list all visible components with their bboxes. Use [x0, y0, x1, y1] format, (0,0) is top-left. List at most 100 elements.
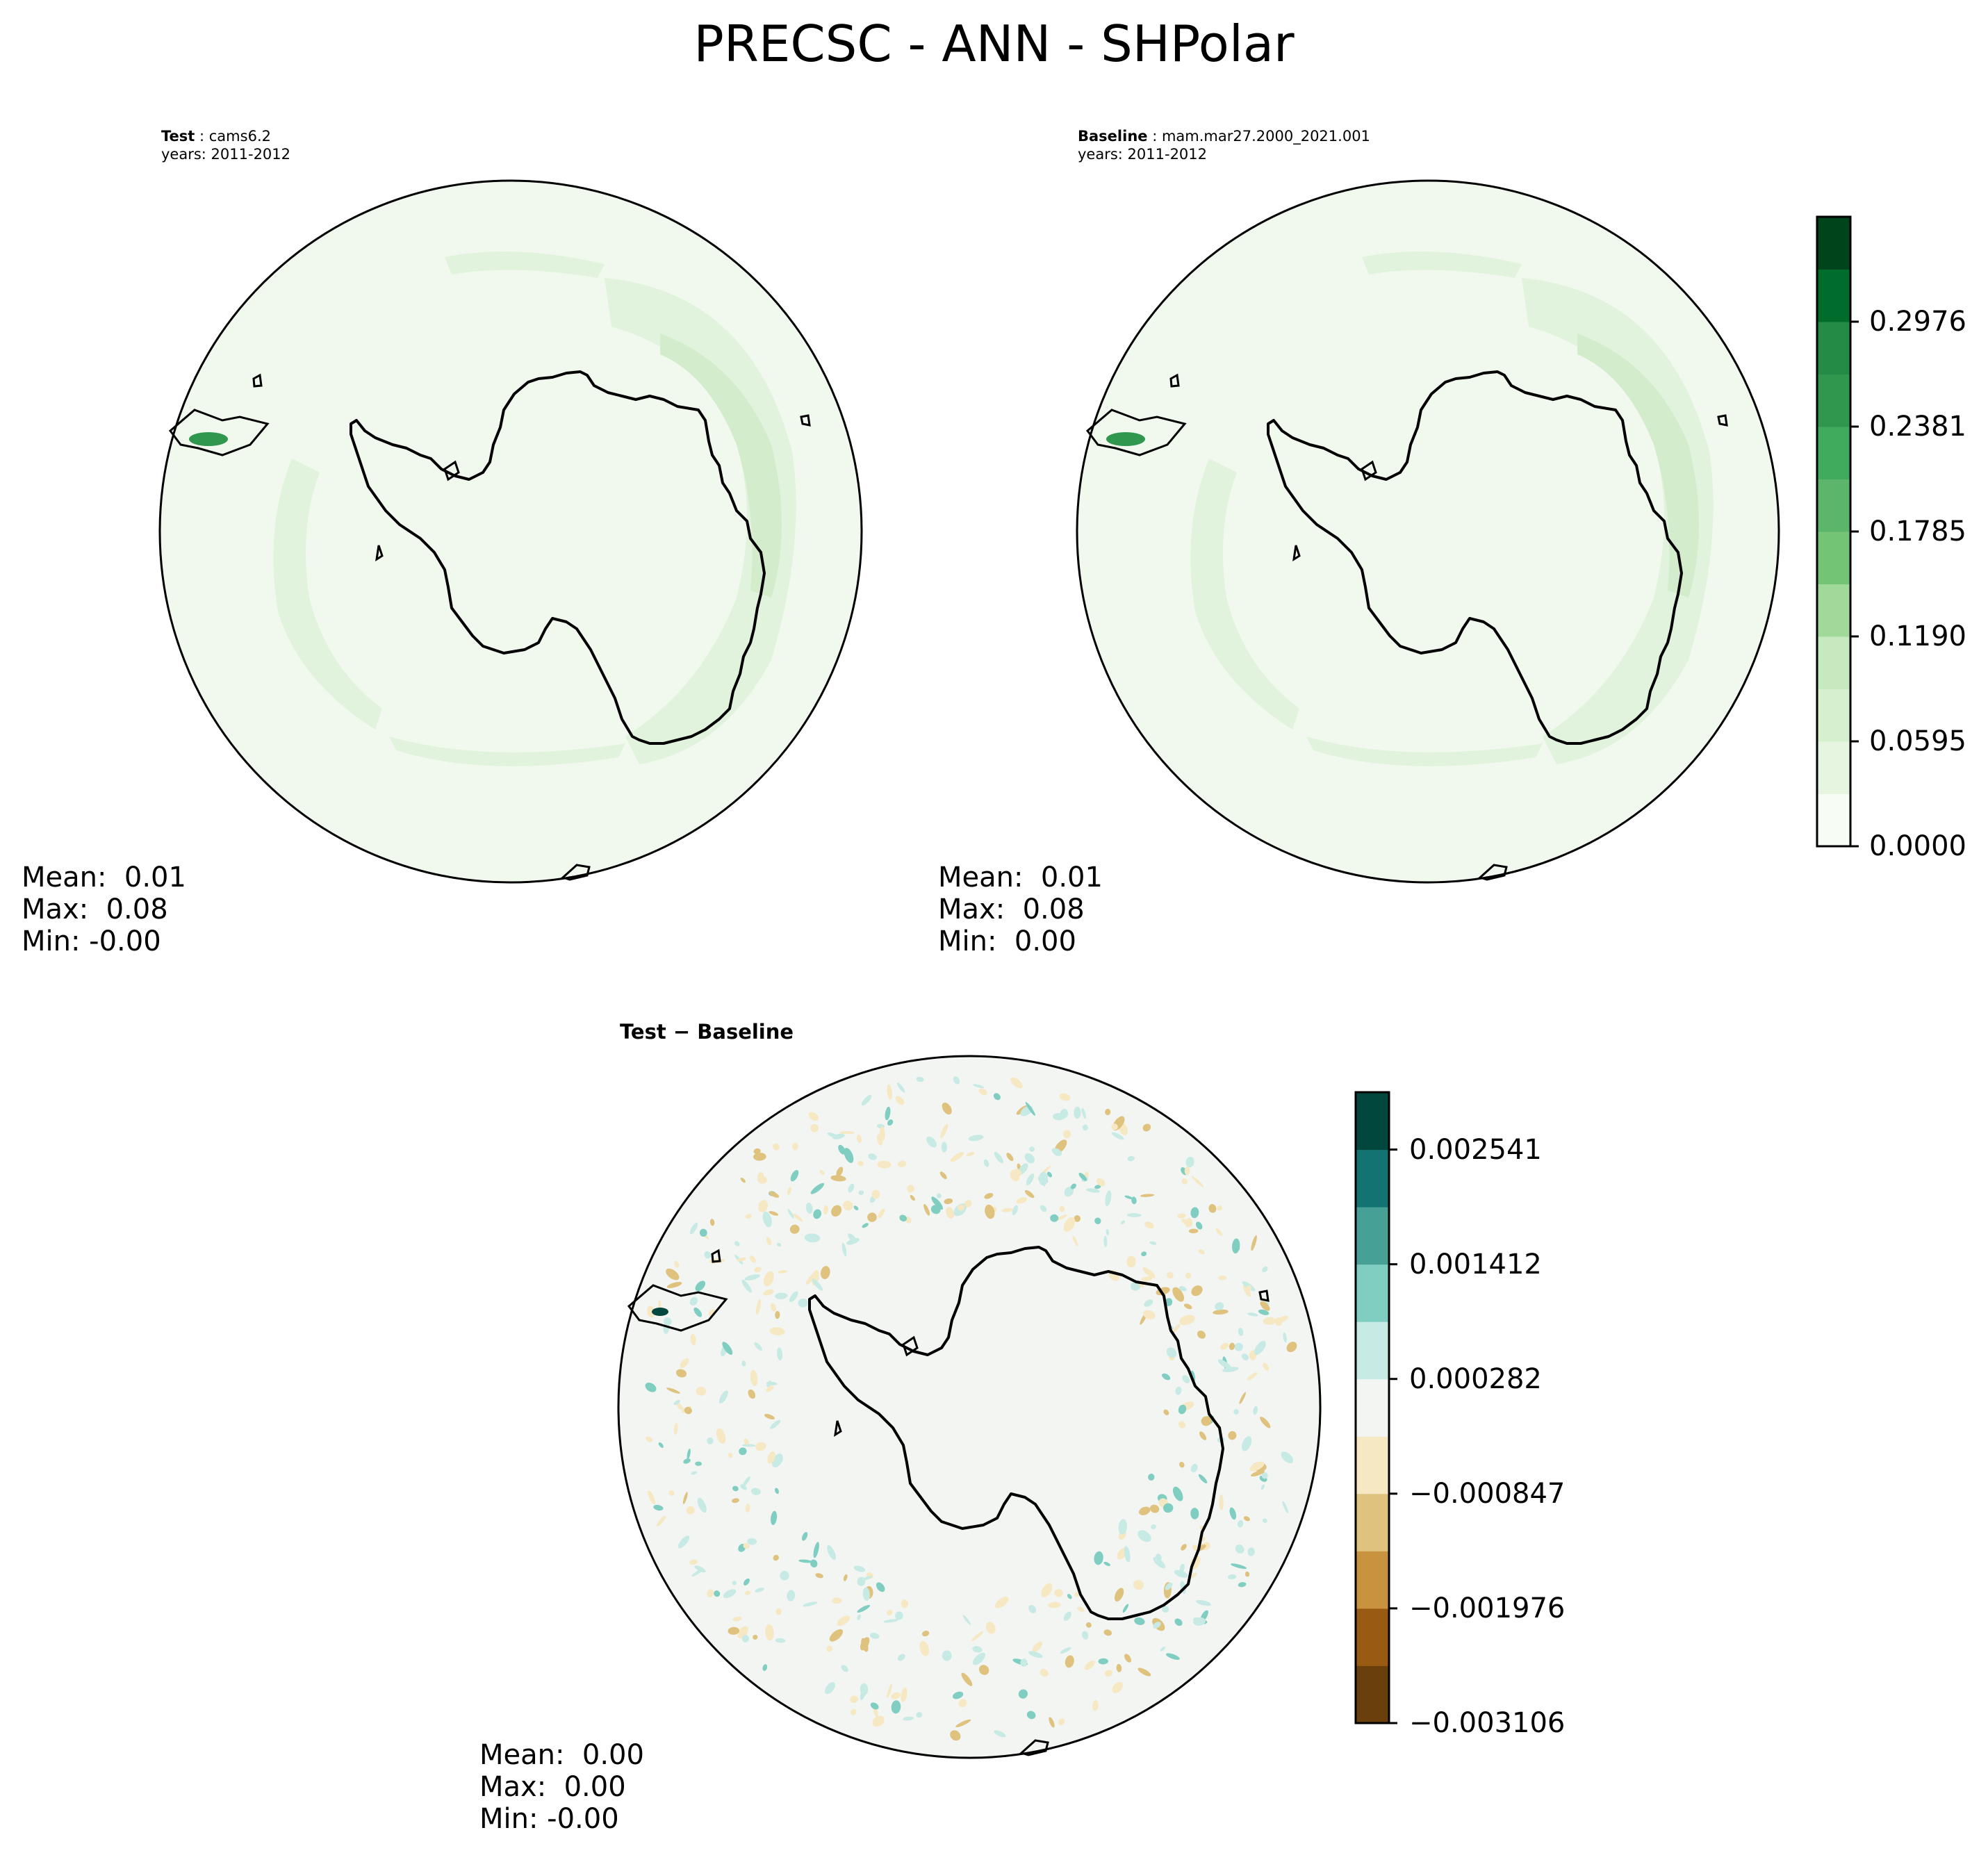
diff-speckle — [1198, 1249, 1206, 1255]
test-years: years: 2011-2012 — [161, 146, 291, 163]
diff-speckle — [826, 1645, 833, 1652]
diff-speckle — [810, 1123, 819, 1133]
colorbar-diff-segment — [1356, 1493, 1389, 1551]
test-map-island-east — [800, 414, 811, 427]
diff-speckle — [787, 1590, 796, 1601]
diff-speckle — [647, 1306, 655, 1318]
diff-speckle — [1103, 1629, 1112, 1636]
diff-speckle — [682, 1492, 688, 1504]
diff-speckle — [775, 1292, 788, 1300]
diff-speckle — [832, 1597, 842, 1604]
colorbar-main-segment — [1817, 793, 1850, 847]
diff-speckle — [887, 1683, 892, 1699]
diff-speckle — [771, 1510, 778, 1525]
baseline-map-south-america — [1085, 409, 1187, 456]
baseline-map-band-west — [1190, 459, 1299, 730]
colorbar-diff-tick-label: 0.002541 — [1409, 1133, 1542, 1166]
diff-speckle — [1229, 1342, 1235, 1351]
diff-speckle — [1054, 1589, 1063, 1597]
diff-speckle — [1149, 1504, 1160, 1513]
colorbar-diff-tick-label: −0.001976 — [1409, 1592, 1566, 1624]
colorbar-diff-segment — [1356, 1264, 1389, 1322]
diff-speckle — [1105, 1190, 1112, 1207]
diff-speckle — [732, 1581, 737, 1586]
diff-speckle — [831, 1205, 842, 1217]
diff-speckle — [1112, 1681, 1124, 1693]
diff-speckle — [764, 1414, 775, 1419]
diff-speckle — [1178, 1286, 1187, 1292]
diff-speckle — [942, 1102, 952, 1115]
diff-speckle — [687, 1449, 691, 1460]
diff-speckle — [1072, 1235, 1078, 1246]
diff-speckle — [1188, 1228, 1199, 1234]
colorbar-main-segment — [1817, 322, 1850, 374]
diff-speckle — [962, 1615, 971, 1625]
diff-speckle — [1001, 1208, 1014, 1212]
diff-speckle — [1124, 1654, 1131, 1663]
diff-speckle — [1124, 1546, 1131, 1563]
diff-speckle — [813, 1209, 821, 1219]
diff-speckle — [895, 1096, 905, 1105]
diff-speckle — [899, 1214, 907, 1222]
diff-speckle — [1245, 1285, 1251, 1293]
diff-speckle — [1197, 1331, 1206, 1339]
diff-speckle — [1228, 1431, 1237, 1440]
diff-speckle — [1239, 1392, 1246, 1404]
diff-speckle — [747, 1538, 757, 1545]
diff-speckle — [819, 1169, 825, 1176]
diff-speckle — [810, 1559, 818, 1568]
test-mean: Mean: 0.01 — [22, 862, 186, 893]
diff-speckle — [689, 1559, 698, 1565]
diff-speckle — [1144, 1221, 1154, 1229]
diff-speckle — [792, 1142, 798, 1151]
diff-speckle — [1111, 1123, 1118, 1130]
diff-speckle — [838, 1144, 846, 1155]
diff-speckle — [789, 1224, 800, 1234]
diff-map-south-tip — [1019, 1739, 1049, 1756]
diff-speckle — [1179, 1315, 1195, 1326]
colorbar-diff-segment — [1356, 1321, 1389, 1380]
diff-speckle — [766, 1381, 772, 1387]
diff-map-disk — [617, 1055, 1322, 1759]
diff-speckle — [1062, 1130, 1071, 1139]
diff-speckle — [955, 1719, 971, 1728]
colorbar-diff-segment — [1356, 1436, 1389, 1494]
diff-speckle — [798, 1559, 812, 1563]
diff-speckle — [684, 1406, 692, 1415]
diff-map-island-east — [1258, 1290, 1270, 1302]
diff-speckle — [1215, 1228, 1223, 1236]
diff-speckle — [1238, 1327, 1244, 1336]
diff-speckle — [972, 1646, 983, 1653]
diff-speckle — [740, 1177, 746, 1183]
colorbar-main — [1816, 215, 1859, 848]
diff-speckle — [1185, 1218, 1193, 1228]
diff-speckle — [689, 1222, 698, 1235]
diff-speckle — [732, 1616, 742, 1622]
diff-speckle — [1183, 1303, 1192, 1310]
diff-speckle — [921, 1630, 930, 1637]
diff-mean: Mean: 0.00 — [479, 1739, 644, 1771]
diff-speckle — [673, 1423, 678, 1435]
diff-speckle — [1063, 1217, 1076, 1233]
diff-speckle — [1092, 1699, 1099, 1711]
baseline-map-south-tip — [1478, 864, 1508, 881]
diff-speckle — [808, 1112, 819, 1121]
diff-speckle — [695, 1461, 702, 1466]
diff-speckle — [694, 1565, 706, 1573]
baseline-map-band-east-inner — [1577, 333, 1699, 598]
diff-speckle — [699, 1228, 707, 1237]
diff-speckle — [1137, 1667, 1151, 1677]
diff-speckle — [829, 1629, 844, 1642]
diff-speckle — [762, 1211, 772, 1228]
diff-speckle — [1122, 1604, 1129, 1613]
colorbar-diff — [1354, 1091, 1397, 1724]
diff-speckle — [972, 1652, 986, 1665]
diff-speckle — [1025, 1102, 1035, 1116]
diff-speckle — [1077, 1606, 1085, 1612]
diff-speckle — [675, 1402, 684, 1411]
diff-speckle — [1190, 1207, 1199, 1219]
diff-speckle — [850, 1695, 859, 1703]
diff-speckle — [697, 1497, 707, 1513]
diff-speckle — [887, 1084, 893, 1100]
diff-title-test: Test — [620, 1020, 666, 1044]
